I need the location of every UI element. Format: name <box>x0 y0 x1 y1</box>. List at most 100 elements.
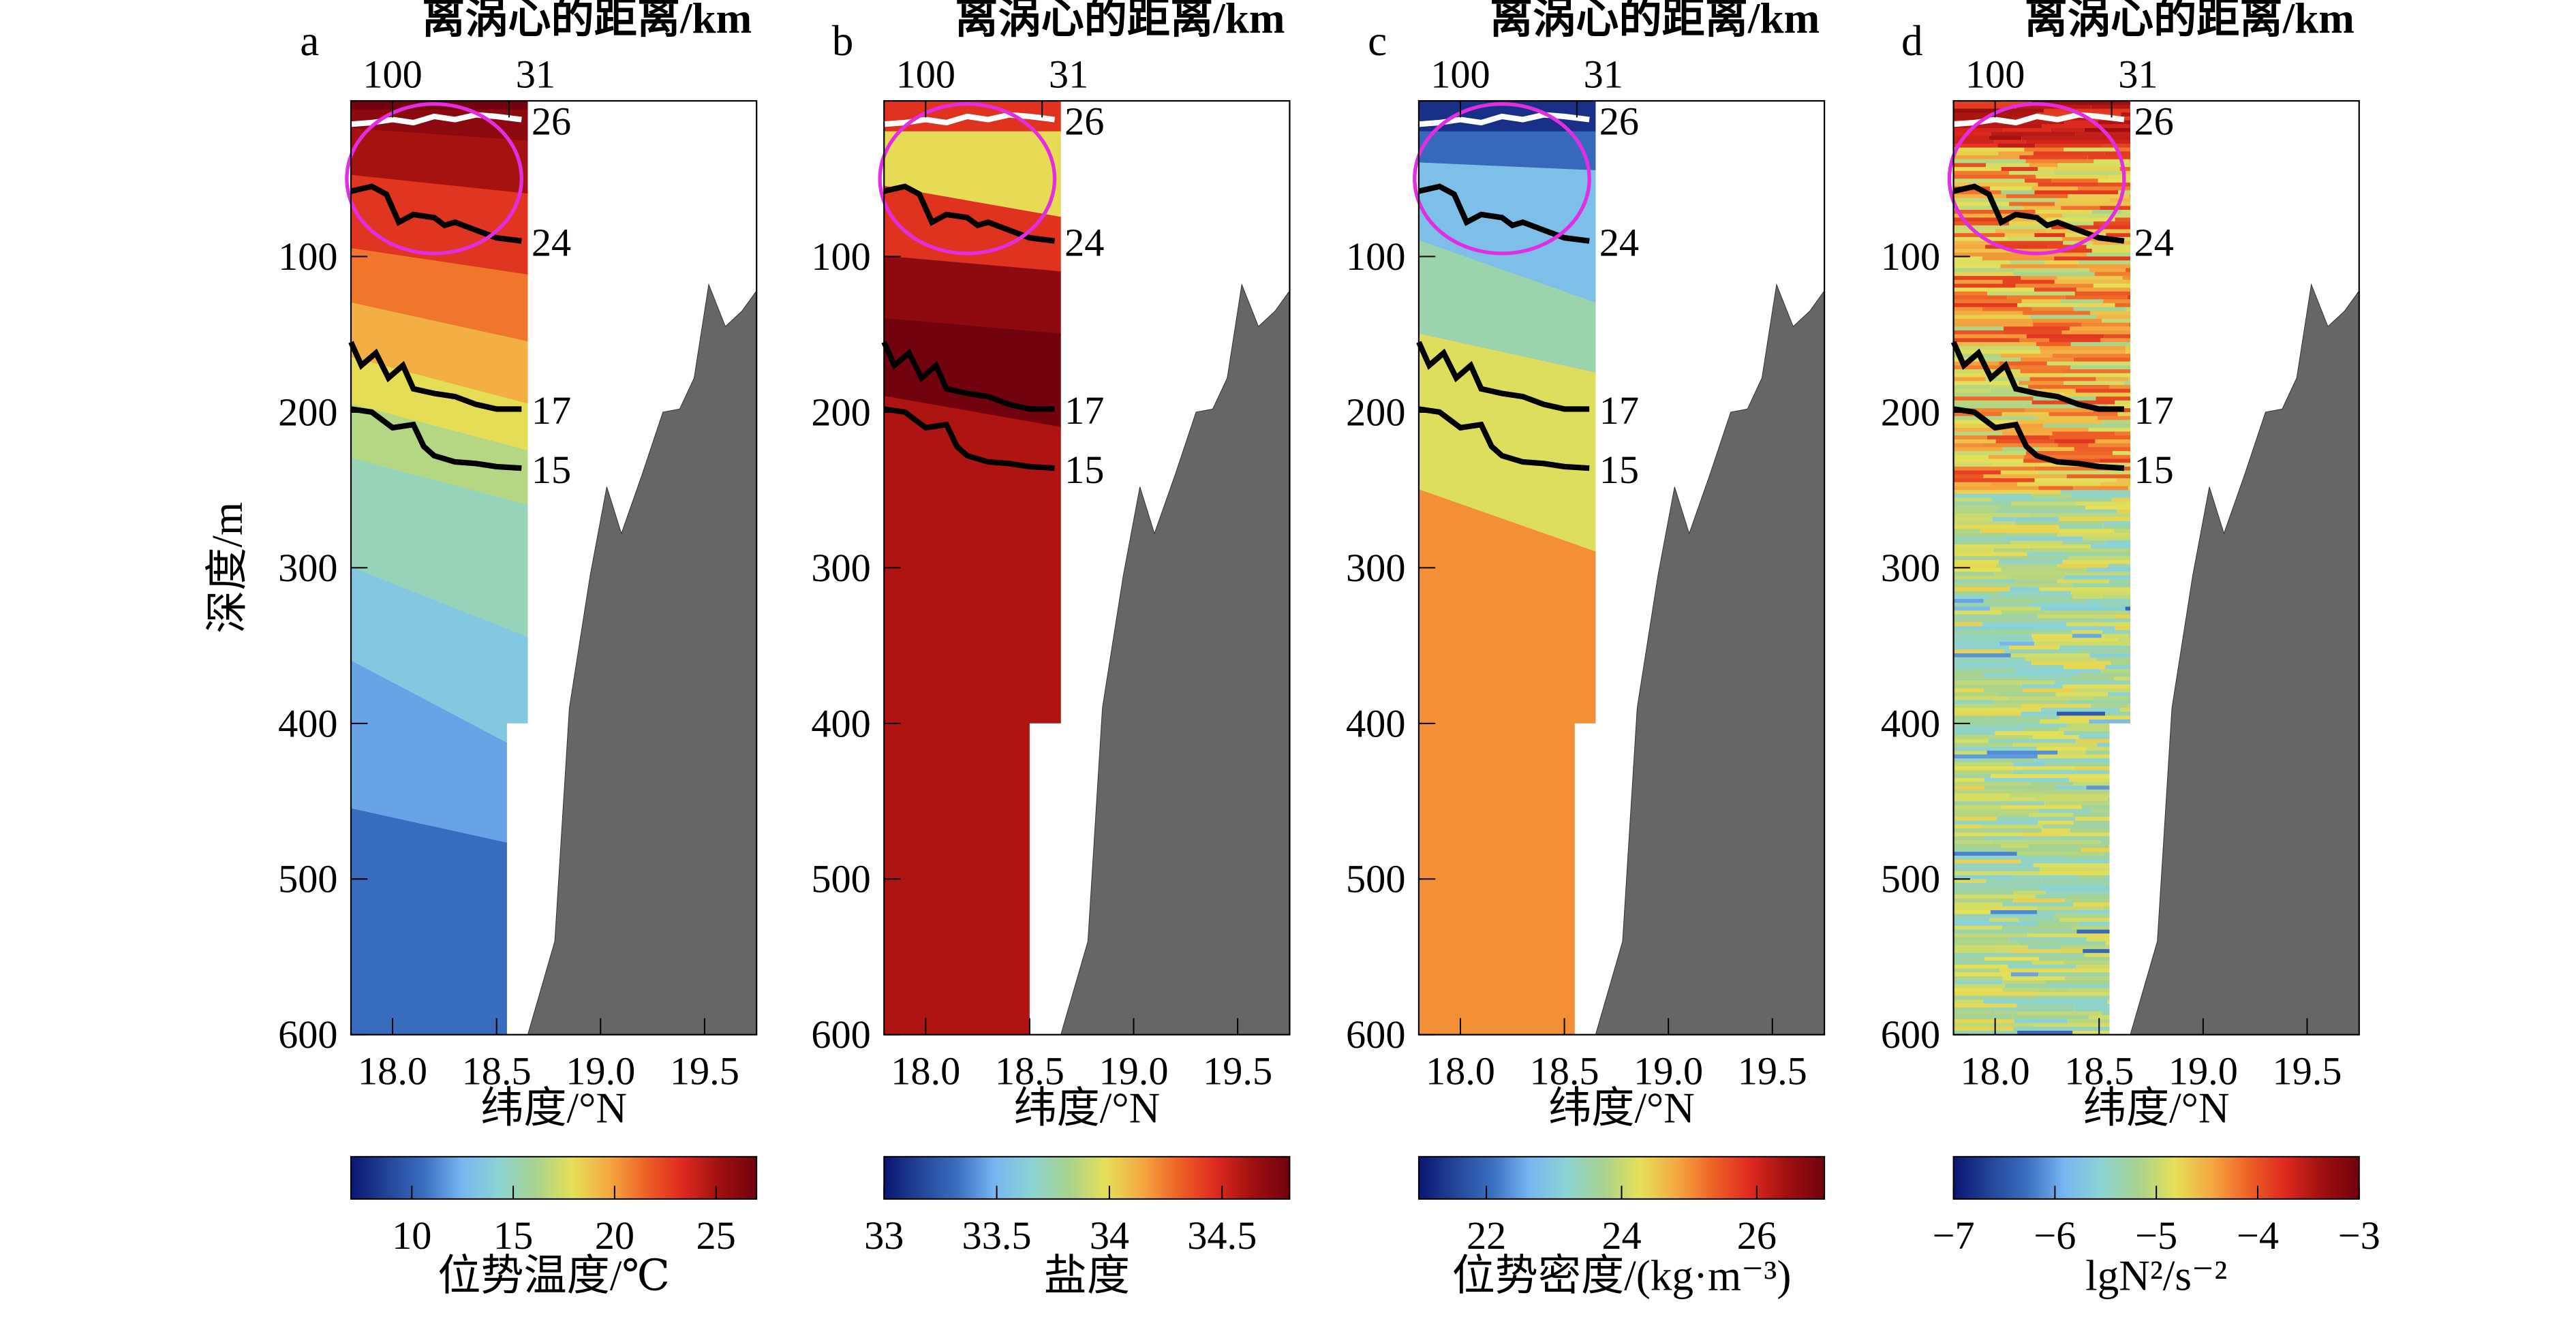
strat-cell <box>2034 388 2076 393</box>
strat-cell <box>2061 369 2130 374</box>
strat-cell <box>2019 723 2068 728</box>
strat-cell <box>1953 318 2033 324</box>
strat-cell <box>1953 540 2011 545</box>
strat-cell <box>2001 167 2038 172</box>
strat-cell <box>2029 163 2058 168</box>
strat-cell <box>2039 345 2126 351</box>
strat-cell <box>2115 937 2130 942</box>
strat-cell <box>2070 828 2130 833</box>
fill-band <box>1418 240 1596 375</box>
strat-cell <box>2052 354 2130 358</box>
strat-cell <box>1953 174 2036 179</box>
strat-cell <box>2001 568 2087 572</box>
strat-cell <box>1953 843 2002 849</box>
strat-cell <box>1953 463 1992 467</box>
strat-cell <box>2108 470 2130 475</box>
strat-cell <box>2128 377 2130 382</box>
strat-cell <box>2058 249 2092 253</box>
strat-cell <box>2107 999 2130 1004</box>
strat-cell <box>2075 501 2130 506</box>
fill-band <box>351 302 528 405</box>
strat-cell <box>1953 198 1982 203</box>
strat-cell <box>2010 653 2090 658</box>
strat-cell <box>1953 871 2040 876</box>
strat-cell <box>2035 797 2108 802</box>
strat-cell <box>2038 614 2117 619</box>
strat-cell <box>1953 820 2039 825</box>
strat-cell <box>1953 482 1991 486</box>
isopycnal-line <box>350 406 522 471</box>
strat-cell <box>1953 583 2030 588</box>
colorbar-tick-label: 34 <box>1090 1213 1129 1258</box>
strat-cell <box>2074 447 2130 452</box>
strat-cell <box>2087 252 2130 258</box>
strat-cell <box>2086 937 2116 942</box>
isopycnal-label: 17 <box>532 388 571 433</box>
seafloor-bathymetry <box>2130 283 2360 1036</box>
strat-cell <box>2037 618 2096 623</box>
strat-cell <box>1953 252 2041 258</box>
panel-letter: d <box>1901 17 1923 65</box>
y-tick-label: 200 <box>1881 390 1940 434</box>
strat-cell <box>1953 747 2037 751</box>
strat-cell <box>2016 579 2057 584</box>
strat-cell <box>2012 949 2083 954</box>
y-tick-label: 600 <box>811 1012 870 1057</box>
isopycnal-label: 26 <box>1599 99 1639 143</box>
strat-cell <box>1953 961 2032 965</box>
data-field <box>351 101 528 1035</box>
strat-cell <box>2127 610 2130 615</box>
strat-cell <box>2025 404 2109 409</box>
strat-cell <box>2017 774 2130 779</box>
strat-cell <box>2089 758 2130 763</box>
strat-cell <box>2020 369 2062 374</box>
strat-cell <box>2013 762 2045 767</box>
strat-cell <box>2103 520 2130 526</box>
strat-cell <box>1953 964 2008 969</box>
strat-cell <box>2043 424 2130 429</box>
colorbar <box>350 1155 758 1200</box>
strat-cell <box>2118 638 2130 642</box>
strat-cell <box>1991 774 2018 779</box>
strat-cell <box>2050 672 2080 677</box>
strat-cell <box>1953 587 2010 592</box>
strat-cell <box>2128 486 2130 491</box>
strat-cell <box>1953 797 2036 802</box>
strat-cell <box>2021 859 2109 864</box>
strat-cell <box>2026 334 2104 339</box>
strat-cell <box>2064 147 2117 152</box>
strat-cell <box>1953 256 1982 261</box>
strat-cell <box>2003 225 2052 230</box>
strat-cell <box>2073 307 2126 311</box>
strat-cell <box>1993 700 2068 704</box>
strat-cell <box>1953 786 1984 790</box>
strat-cell <box>2102 630 2130 635</box>
strat-cell <box>2012 770 2051 775</box>
strat-cell <box>1983 836 2025 841</box>
strat-cell <box>2008 964 2041 969</box>
strat-cell <box>2051 770 2130 775</box>
strat-cell <box>1953 995 2039 1000</box>
strat-cell <box>2092 240 2130 245</box>
strat-cell <box>1953 225 2004 230</box>
strat-cell <box>2126 307 2130 311</box>
strat-cell <box>1953 283 2016 288</box>
strat-cell <box>2066 622 2130 627</box>
strat-cell <box>2001 610 2046 615</box>
strat-cell <box>1982 999 2031 1004</box>
strat-cell <box>1953 322 2034 327</box>
strat-cell <box>2035 895 2068 899</box>
strat-cell <box>2009 221 2061 226</box>
strat-cell <box>2016 668 2102 674</box>
strat-cell <box>2074 1007 2110 1012</box>
strat-cell <box>1953 563 1997 568</box>
strat-cell <box>1990 388 2035 393</box>
strat-cell <box>1953 653 2011 658</box>
strat-cell <box>1953 202 2010 206</box>
strat-cell <box>1953 276 2021 281</box>
strat-cell <box>2031 999 2108 1004</box>
strat-cell <box>1953 781 2030 786</box>
strat-cell <box>2004 984 2051 989</box>
strat-cell <box>1953 739 1989 743</box>
strat-cell <box>2078 922 2130 927</box>
